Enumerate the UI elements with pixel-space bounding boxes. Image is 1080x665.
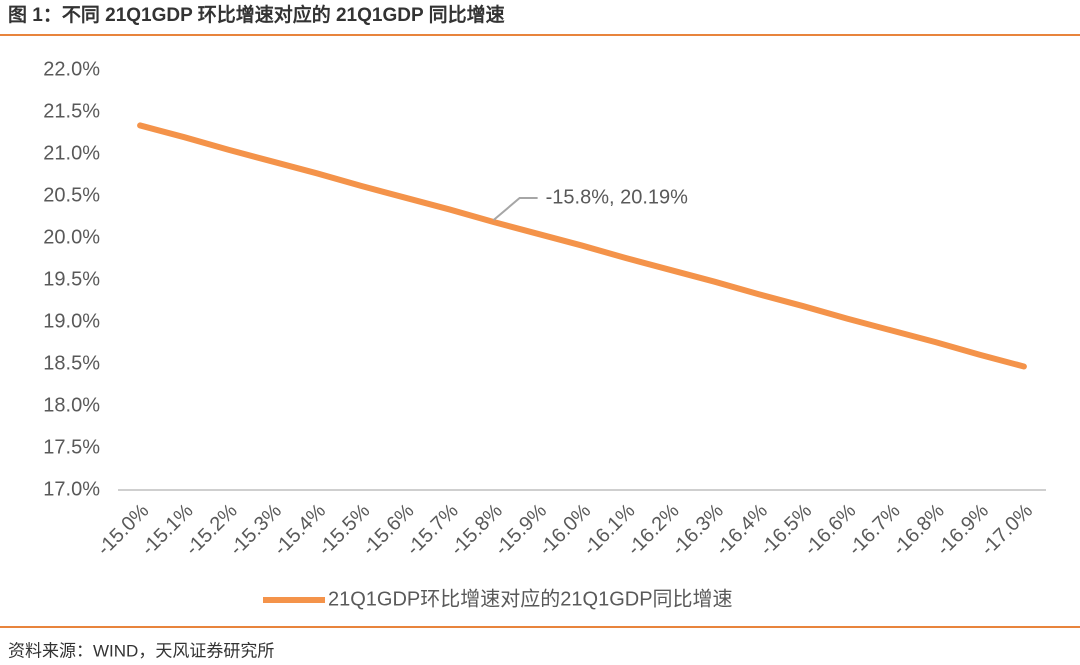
annotation: -15.8%, 20.19% — [546, 186, 689, 208]
y-tick-label: 19.0% — [43, 310, 100, 332]
legend-label: 21Q1GDP环比增速对应的21Q1GDP同比增速 — [328, 587, 733, 610]
chart-title: 图 1：不同 21Q1GDP 环比增速对应的 21Q1GDP 同比增速 — [8, 3, 505, 26]
y-tick-label: 21.0% — [43, 142, 100, 164]
y-tick-label: 19.5% — [43, 268, 100, 290]
y-tick-label: 17.5% — [43, 436, 100, 458]
source: 资料来源：WIND，天风证券研究所 — [8, 641, 274, 660]
y-tick-label: 18.0% — [43, 394, 100, 416]
y-tick-label: 20.5% — [43, 184, 100, 206]
y-tick-label: 22.0% — [43, 58, 100, 80]
y-tick-label: 20.0% — [43, 226, 100, 248]
y-tick-label: 17.0% — [43, 478, 100, 500]
y-tick-label: 18.5% — [43, 352, 100, 374]
line-series — [137, 122, 1027, 370]
annotation-leader — [492, 197, 538, 221]
y-tick-label: 21.5% — [43, 100, 100, 122]
